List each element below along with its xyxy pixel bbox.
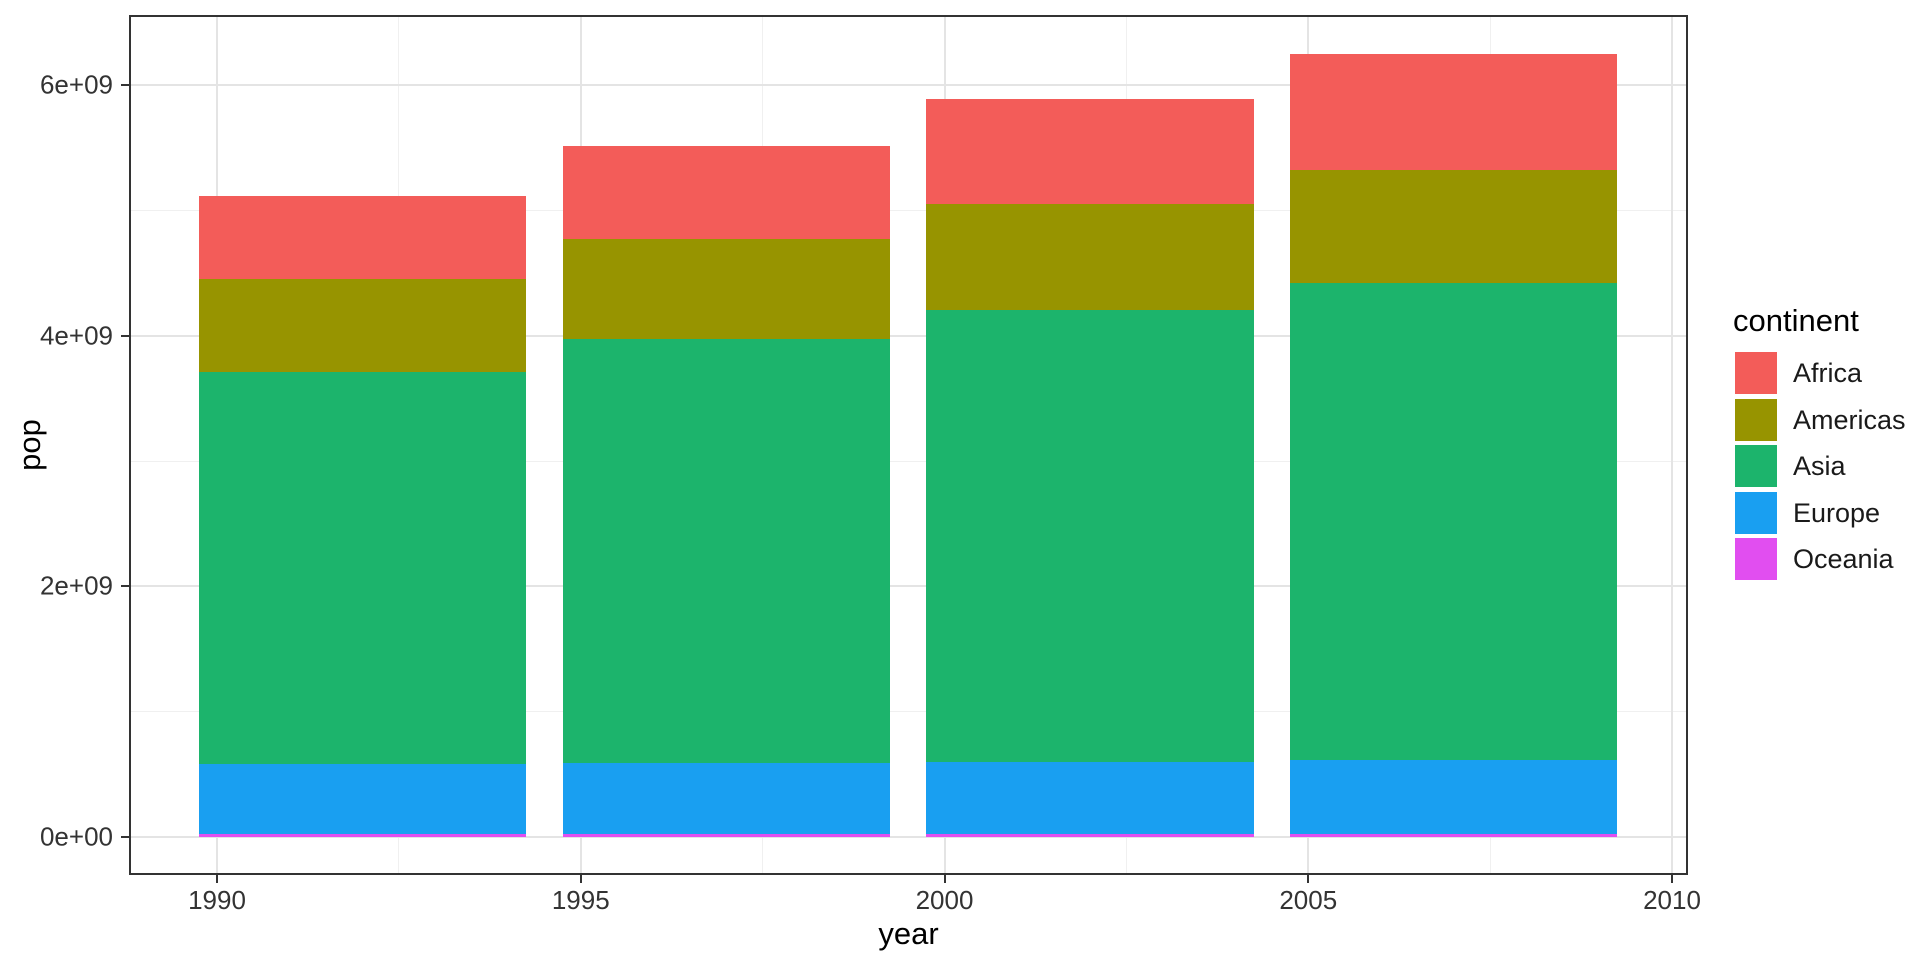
bar-segment-asia-1997 <box>562 338 890 763</box>
gridline-major-y <box>129 585 1688 588</box>
bar-segment-europe-1992 <box>198 764 527 835</box>
legend-label-europe: Europe <box>1793 497 1881 528</box>
bar-segment-americas-1997 <box>562 239 890 339</box>
bar-segment-oceania-1997 <box>562 834 890 837</box>
x-tick-label: 2005 <box>1279 885 1338 915</box>
y-tick-label: 6e+09 <box>39 69 113 100</box>
x-tick-label: 2000 <box>915 885 974 915</box>
gridline-minor-y <box>129 711 1688 713</box>
legend-key-asia <box>1735 445 1777 487</box>
y-tick <box>121 836 129 838</box>
legend-label-africa: Africa <box>1793 358 1863 388</box>
bar-segment-europe-1997 <box>562 762 890 835</box>
bar-segment-americas-2007 <box>1290 170 1618 283</box>
gridline-minor-y <box>129 209 1688 211</box>
bar-segment-africa-1997 <box>562 145 890 239</box>
legend-key-europe <box>1735 491 1777 534</box>
bar-segment-asia-2007 <box>1290 282 1618 761</box>
legend-key-americas <box>1735 398 1777 441</box>
bar-segment-asia-1992 <box>198 371 527 765</box>
y-axis-title: pop <box>12 419 47 471</box>
bar-segment-europe-2002 <box>926 761 1254 835</box>
y-tick <box>121 84 129 87</box>
y-tick-label: 0e+00 <box>39 821 113 852</box>
x-tick <box>1671 875 1673 883</box>
legend-key-africa <box>1735 352 1777 394</box>
legend-key-oceania <box>1735 538 1777 580</box>
y-tick <box>121 334 129 337</box>
bar-segment-americas-1992 <box>198 279 527 372</box>
x-axis-title: year <box>878 916 939 951</box>
bar-segment-africa-1992 <box>198 196 527 280</box>
gridline-major-y <box>129 836 1688 838</box>
bar-segment-africa-2002 <box>926 99 1254 204</box>
x-tick <box>579 875 582 883</box>
bar-segment-americas-2002 <box>926 203 1254 311</box>
bar-segment-oceania-2002 <box>926 834 1254 837</box>
plot-panel <box>129 15 1688 875</box>
x-tick <box>216 875 218 883</box>
bar-segment-oceania-1992 <box>198 834 527 837</box>
gridline-major-y <box>129 84 1688 87</box>
legend-item-oceania: Oceania <box>1735 538 1920 580</box>
x-tick-label: 2010 <box>1643 885 1701 915</box>
y-tick-label: 2e+09 <box>39 570 113 601</box>
legend-item-africa: Africa <box>1735 352 1920 394</box>
legend-item-asia: Asia <box>1735 445 1920 487</box>
bar-segment-asia-2002 <box>926 310 1254 762</box>
y-tick-label: 4e+09 <box>39 320 113 351</box>
x-tick-label: 1995 <box>551 885 610 915</box>
x-tick-label: 1990 <box>188 885 246 915</box>
gridline-major-x <box>1671 15 1673 875</box>
legend-item-europe: Europe <box>1735 491 1920 534</box>
legend-label-oceania: Oceania <box>1793 544 1894 574</box>
legend-label-asia: Asia <box>1793 451 1846 481</box>
x-tick <box>943 875 946 883</box>
gridline-minor-y <box>129 460 1688 462</box>
y-tick <box>121 585 129 588</box>
legend-title: continent <box>1733 303 1859 338</box>
gridline-major-y <box>129 334 1688 337</box>
legend-item-americas: Americas <box>1735 398 1920 441</box>
x-tick <box>1307 875 1310 883</box>
bar-segment-africa-2007 <box>1290 53 1618 171</box>
bar-segment-europe-2007 <box>1290 760 1618 834</box>
legend-label-americas: Americas <box>1793 404 1906 435</box>
bar-segment-oceania-2007 <box>1290 833 1618 837</box>
